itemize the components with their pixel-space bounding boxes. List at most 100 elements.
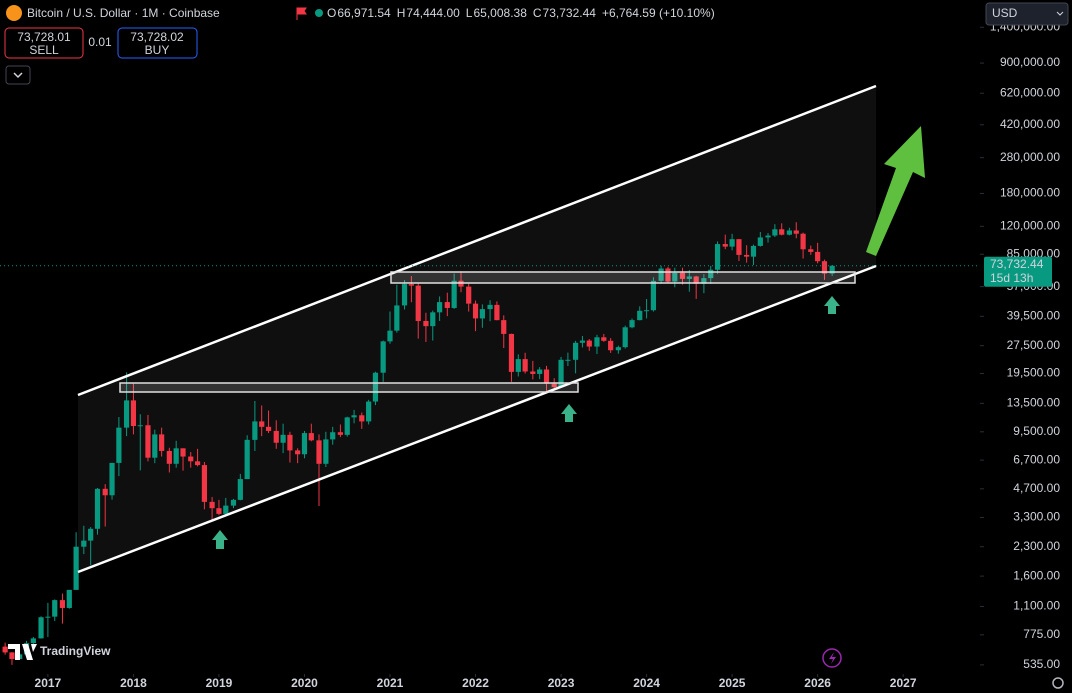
candle-body [330, 432, 336, 440]
candle-body [230, 499, 237, 506]
candle-body [308, 433, 314, 441]
candle-body [543, 369, 550, 384]
y-tick-label: 1,100.00 [1013, 599, 1060, 613]
candle-body [530, 371, 536, 374]
x-tick-label: 2019 [206, 676, 233, 690]
candle-body [757, 237, 763, 246]
candle-body [729, 239, 735, 247]
candle-body [501, 320, 507, 334]
candle-body [137, 425, 143, 427]
candle-body [59, 600, 66, 608]
candle-body [359, 415, 365, 422]
candle-body [209, 501, 215, 509]
candle-body [316, 440, 322, 464]
candle-body [81, 540, 87, 547]
candle-body [380, 341, 386, 373]
candle-body [252, 421, 258, 440]
x-tick-label: 2025 [719, 676, 746, 690]
ohlc-key: L [466, 6, 473, 20]
candle-body [786, 230, 793, 235]
candle-body [109, 462, 115, 496]
candle-body [629, 320, 635, 328]
candle-body [159, 434, 165, 451]
settings-icon[interactable] [1052, 677, 1064, 689]
candle-body [259, 421, 265, 427]
ohlc-value: 66,971.54 [337, 6, 391, 20]
candle-body [94, 488, 101, 529]
candle-body [650, 280, 657, 311]
candle-body [280, 434, 286, 443]
candle-body [9, 652, 15, 660]
ohlc-key: C [533, 6, 542, 20]
candle-body [430, 312, 436, 327]
ohlc-value: 65,008.38 [473, 6, 527, 20]
market-status [315, 9, 323, 17]
candle-body [451, 280, 457, 308]
candle-body [779, 229, 785, 235]
candle-body [665, 268, 671, 282]
x-tick-label: 2024 [633, 676, 660, 690]
ohlc-value: 73,732.44 [543, 6, 597, 20]
candle-body [821, 261, 828, 274]
candle-body [372, 372, 379, 402]
x-tick-label: 2027 [890, 676, 917, 690]
candle-body [216, 508, 222, 514]
up-arrow [212, 530, 228, 549]
x-tick-label: 2018 [120, 676, 147, 690]
candle-body [401, 284, 408, 306]
lightning [829, 652, 836, 664]
candle-body [765, 235, 771, 238]
candle-body [273, 430, 279, 443]
candle-body [686, 276, 692, 279]
support-zone [390, 271, 856, 284]
ohlc-key: H [397, 6, 406, 20]
x-tick-label: 2026 [804, 676, 831, 690]
currency-select[interactable] [985, 2, 1069, 26]
candle-body [444, 302, 450, 308]
candle-body [466, 286, 472, 304]
candle-body [351, 415, 357, 418]
candle-body [515, 359, 521, 372]
candle-body [808, 249, 814, 252]
alert-icon[interactable] [822, 648, 842, 668]
candle-body [394, 305, 400, 331]
buy-label: BUY [145, 43, 170, 57]
candle-body [73, 546, 79, 590]
collapse-button[interactable] [5, 65, 31, 85]
brand-name: TradingView [40, 644, 111, 658]
price-tag-countdown: 15d 13h [990, 271, 1033, 285]
candle-body [337, 432, 343, 435]
sell-button[interactable] [4, 27, 84, 59]
candle-body [487, 304, 493, 310]
channel-upper [77, 84, 877, 397]
candle-body [744, 254, 750, 257]
candle-body [601, 337, 607, 341]
y-tick-label: 180,000.00 [1000, 186, 1060, 200]
candle-body [622, 327, 628, 348]
y-tick-label: 2,300.00 [1013, 539, 1060, 553]
y-tick-label: 620,000.00 [1000, 85, 1060, 99]
candle-body [344, 417, 350, 435]
y-tick-label: 775.00 [1023, 627, 1060, 641]
channel-lower [77, 264, 877, 574]
buy-button[interactable] [117, 27, 198, 59]
candle-body [194, 461, 201, 466]
ohlc-value: 74,444.00 [406, 6, 460, 20]
candle-body [45, 616, 51, 618]
candle-body [772, 229, 778, 236]
candle-body [815, 251, 821, 262]
up-arrow [824, 296, 840, 314]
candle-body [223, 505, 229, 514]
price-tag [984, 256, 1052, 287]
candle-body [145, 425, 151, 458]
flag-icon [296, 7, 307, 20]
y-tick-label: 13,500.00 [1007, 395, 1061, 409]
candle-body [66, 589, 72, 608]
candle-body [714, 244, 721, 270]
candle-body [152, 434, 158, 458]
candle-body [130, 400, 137, 427]
x-tick-label: 2017 [35, 676, 62, 690]
candle-body [750, 245, 757, 257]
